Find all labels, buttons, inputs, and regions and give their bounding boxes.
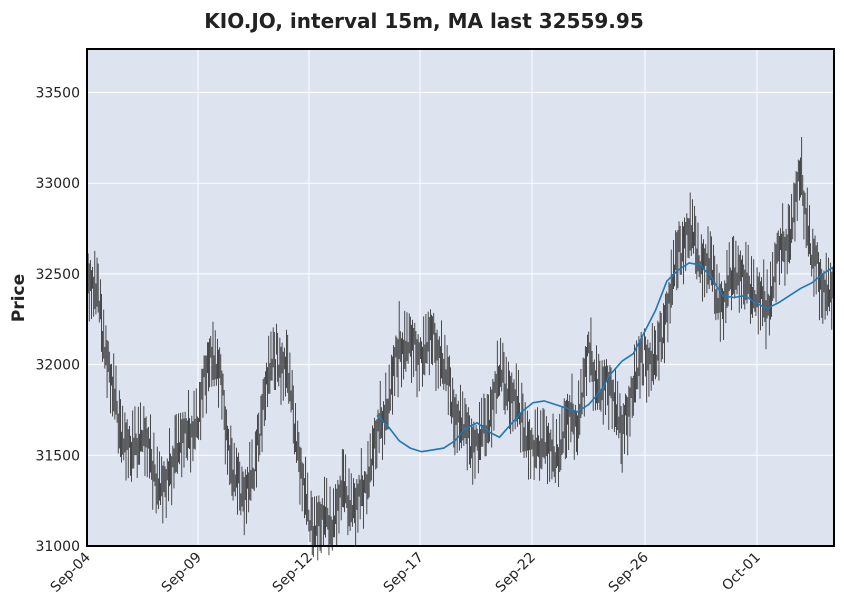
y-axis-label: Price <box>9 274 29 322</box>
y-tick-label: 32500 <box>35 267 80 283</box>
y-tick-label: 31500 <box>35 448 80 464</box>
chart-title: KIO.JO, interval 15m, MA last 32559.95 <box>204 9 643 33</box>
x-tick-label: Sep-09 <box>159 550 205 596</box>
x-tick-label: Sep-22 <box>493 550 539 596</box>
y-tick-label: 33000 <box>35 176 80 192</box>
x-tick-label: Sep-12 <box>270 550 316 596</box>
y-axis-ticks: 31000 31500 32000 32500 33000 33500 <box>35 86 80 555</box>
x-tick-label: Sep-04 <box>48 549 94 595</box>
y-tick-label: 32000 <box>35 358 80 374</box>
x-tick-label: Sep-17 <box>381 550 427 596</box>
x-axis-ticks: Sep-04 Sep-09 Sep-12 Sep-17 Sep-22 Sep-26 Oct-… <box>48 549 764 595</box>
y-tick-label: 31000 <box>35 539 80 555</box>
plot-frame <box>86 48 835 547</box>
plot-background <box>87 49 834 546</box>
moving-average-line <box>376 262 835 453</box>
x-tick-label: Oct-01 <box>719 550 764 595</box>
price-candles <box>86 136 834 561</box>
y-tick-label: 33500 <box>35 86 80 102</box>
x-tick-label: Sep-26 <box>606 549 652 595</box>
